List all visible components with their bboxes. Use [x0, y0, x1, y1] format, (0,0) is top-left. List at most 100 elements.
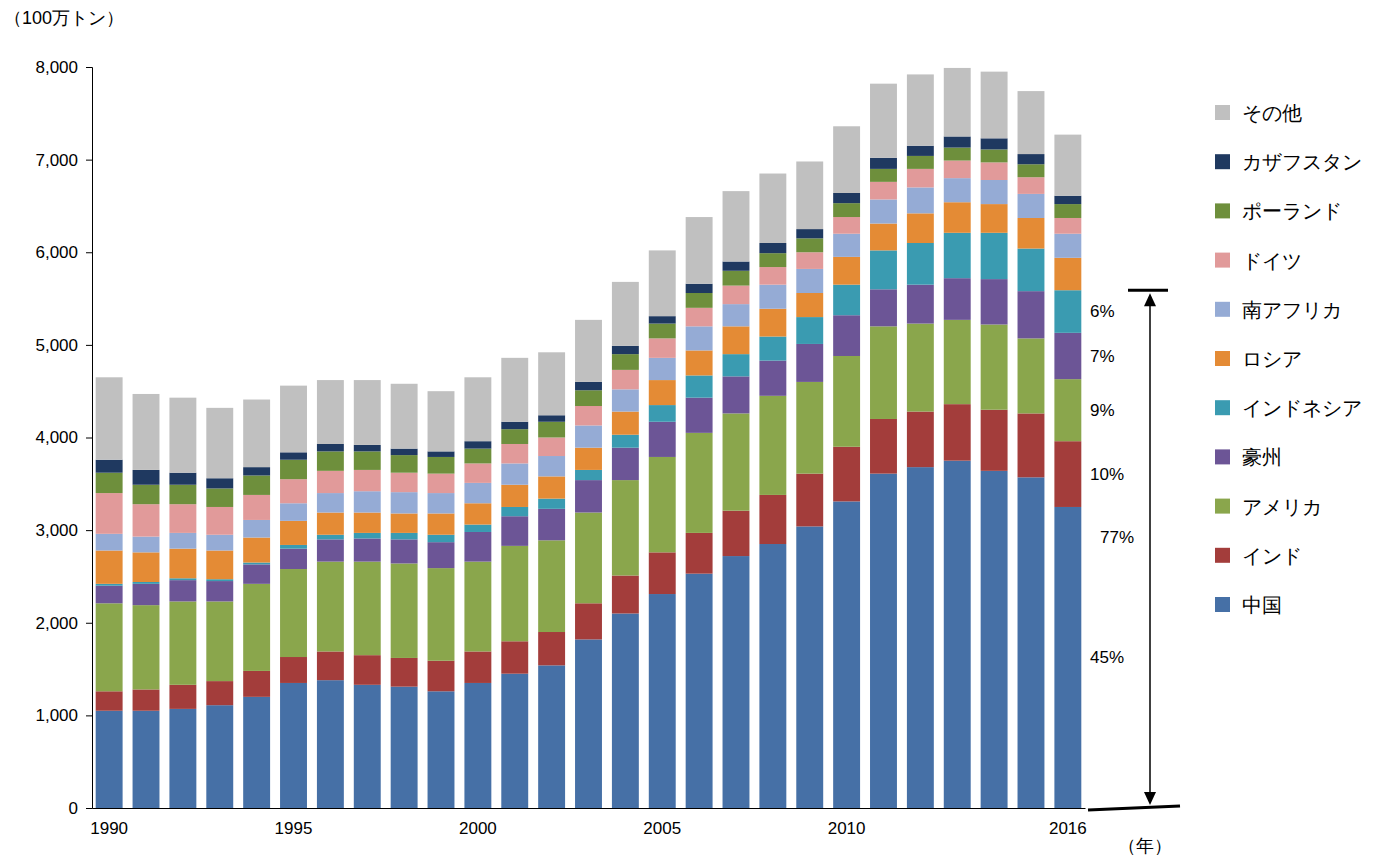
bar [686, 433, 713, 533]
share-label: 77% [1100, 528, 1134, 547]
bar [907, 146, 934, 156]
bar [280, 545, 307, 549]
bar [428, 568, 455, 661]
bar [759, 174, 786, 243]
bar [575, 406, 602, 425]
bar [169, 398, 196, 473]
legend-swatch [1215, 597, 1230, 612]
bar [206, 408, 233, 478]
bar [870, 326, 897, 419]
bar [612, 435, 639, 448]
bracket-arrow [1149, 300, 1151, 798]
bar [96, 691, 123, 710]
bar [96, 473, 123, 493]
bar [649, 552, 676, 594]
bar [133, 711, 160, 808]
bar [243, 563, 270, 565]
bar [169, 473, 196, 485]
share-label: 7% [1090, 347, 1115, 366]
bar [391, 513, 418, 532]
bar [428, 451, 455, 457]
bar [96, 603, 123, 691]
bar [391, 455, 418, 473]
x-tick: 2010 [828, 808, 866, 838]
y-tick: 2,000 [35, 614, 92, 633]
bar [428, 542, 455, 568]
series-bars [96, 233, 1082, 586]
bar [538, 438, 565, 457]
bar [280, 569, 307, 657]
bar [169, 504, 196, 533]
bar [317, 539, 344, 561]
bar [243, 671, 270, 697]
bar [981, 149, 1008, 162]
x-tick: 2000 [459, 808, 497, 838]
bar [464, 562, 491, 652]
bar [723, 556, 750, 808]
bar [501, 507, 528, 516]
bar [133, 605, 160, 689]
x-tick: 1990 [90, 808, 128, 838]
y-tick-label: 8,000 [35, 58, 78, 77]
bar [354, 513, 381, 533]
bar [206, 705, 233, 808]
bar [833, 126, 860, 193]
bar [1018, 194, 1045, 218]
bar [501, 546, 528, 641]
legend-label: 豪州 [1242, 446, 1282, 468]
bar [686, 308, 713, 327]
legend-swatch [1215, 400, 1230, 415]
bar [1018, 338, 1045, 413]
legend-label: その他 [1242, 102, 1302, 124]
bar [686, 326, 713, 350]
y-tick-mark [86, 252, 92, 253]
bar [981, 138, 1008, 149]
bar [796, 382, 823, 474]
bar [391, 687, 418, 808]
bar [317, 651, 344, 680]
bar [796, 269, 823, 293]
bar [354, 491, 381, 512]
bar [833, 193, 860, 203]
bar [96, 493, 123, 534]
series-bars [96, 161, 1082, 537]
bar [538, 456, 565, 476]
bar [464, 532, 491, 562]
bar [354, 445, 381, 451]
bar [649, 457, 676, 552]
bar [907, 213, 934, 243]
bar [391, 533, 418, 539]
bar [981, 279, 1008, 324]
x-tick: 2005 [643, 808, 681, 838]
arrow-head [1144, 792, 1156, 805]
chart: 01,0002,0003,0004,0005,0006,0007,0008,00… [0, 0, 1380, 866]
bar [575, 390, 602, 406]
bar [133, 485, 160, 504]
bar [612, 354, 639, 370]
x-tick-label: 2010 [828, 819, 866, 838]
y-tick: 7,000 [35, 151, 92, 170]
x-axis: 199019952000200520102016 [90, 808, 1087, 838]
bar [833, 356, 860, 447]
y-tick: 1,000 [35, 706, 92, 725]
bar [723, 271, 750, 286]
bar [354, 655, 381, 685]
bar [96, 534, 123, 551]
bar [907, 467, 934, 808]
bar [612, 412, 639, 435]
y-tick-label: 1,000 [35, 706, 78, 725]
bar [870, 199, 897, 223]
bar [575, 513, 602, 604]
y-tick-label: 6,000 [35, 243, 78, 262]
bar [944, 461, 971, 808]
bar [944, 320, 971, 404]
bar [133, 582, 160, 584]
bar [723, 413, 750, 510]
bar [243, 584, 270, 671]
bar [391, 563, 418, 657]
bar [686, 375, 713, 397]
bar [317, 680, 344, 808]
legend-swatch [1215, 548, 1230, 563]
bar [759, 361, 786, 396]
bar [833, 217, 860, 234]
